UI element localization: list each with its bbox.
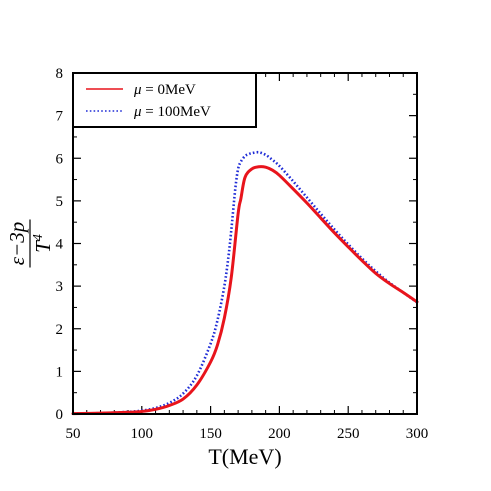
series-layer [71, 150, 419, 416]
legend-label-mu-100-value: = 100MeV [142, 104, 211, 120]
y-tick-label: 5 [56, 194, 64, 210]
x-tick-label: 300 [406, 426, 429, 442]
x-tick-label: 50 [66, 426, 81, 442]
x-axis-label: T(MeV) [208, 444, 281, 469]
x-tick-label: 250 [337, 426, 360, 442]
y-tick-label: 3 [56, 279, 64, 295]
legend-label-mu-0: μ = 0MeV [133, 82, 196, 98]
y-tick-label: 8 [56, 66, 64, 82]
y-axis-label-denominator: T4 [31, 234, 55, 253]
y-axis-label: ε−3p T4 [5, 219, 55, 268]
y-axis-label-numerator: ε−3p [5, 222, 29, 265]
legend: μ = 0MeV μ = 100MeV [72, 72, 257, 128]
legend-label-mu-100: μ = 100MeV [133, 104, 211, 120]
legend-label-mu-0-symbol: μ [133, 82, 142, 98]
y-tick-label: 4 [56, 237, 64, 253]
y-tick-label: 1 [56, 364, 64, 380]
y-tick-labels: 0 1 2 3 4 5 6 7 8 [56, 66, 64, 423]
y-axis-label-denominator-exponent: 4 [31, 234, 46, 241]
x-tick-labels: 50 100 150 200 250 300 [66, 426, 429, 442]
legend-label-mu-100-symbol: μ [133, 104, 142, 120]
x-tick-label: 200 [268, 426, 291, 442]
legend-box [72, 72, 257, 128]
series-line-mu-0 [71, 165, 419, 416]
series-line-mu-100 [72, 150, 418, 415]
legend-label-mu-0-value: = 0MeV [142, 82, 196, 98]
y-tick-label: 2 [56, 322, 64, 338]
y-tick-label: 0 [56, 407, 64, 423]
x-tick-label: 150 [199, 426, 222, 442]
x-tick-label: 100 [131, 426, 154, 442]
y-tick-label: 6 [56, 151, 64, 167]
y-tick-label: 7 [56, 109, 64, 125]
y-axis-label-denominator-base: T [31, 240, 55, 253]
